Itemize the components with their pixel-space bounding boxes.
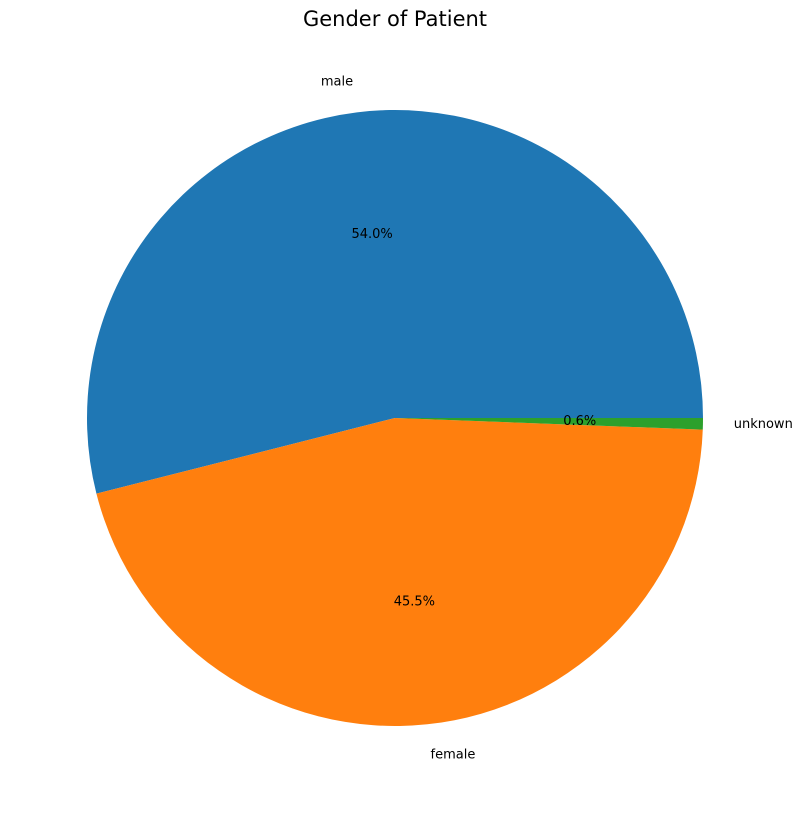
slice-label-male: male (321, 74, 353, 89)
slice-label-female: female (431, 747, 476, 762)
pie-slice-unknown (395, 418, 703, 430)
pie-slice-male (86, 110, 703, 494)
labels-layer: male 54.0% female 45.5% unknown 0.6% (321, 74, 793, 762)
slice-pct-unknown: 0.6% (563, 414, 596, 429)
slice-label-unknown: unknown (734, 417, 793, 432)
slices-layer (86, 110, 703, 727)
slice-pct-male: 54.0% (351, 227, 392, 242)
chart-title: Gender of Patient (303, 7, 487, 31)
slice-pct-female: 45.5% (394, 594, 435, 609)
pie-slice-female (96, 418, 703, 727)
